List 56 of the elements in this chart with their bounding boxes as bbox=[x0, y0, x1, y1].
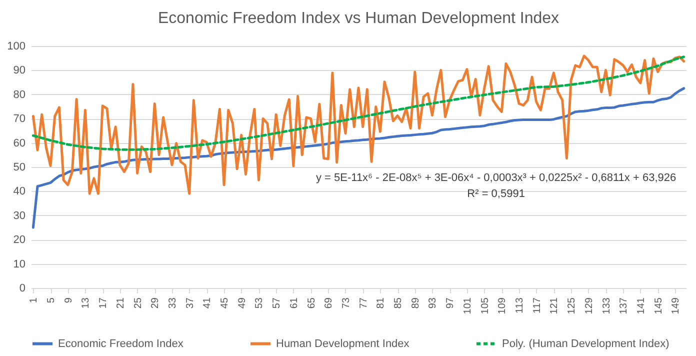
y-tick-label: 80 bbox=[13, 88, 26, 101]
x-tick-label: 37 bbox=[184, 297, 196, 309]
x-tick-label: 125 bbox=[566, 297, 578, 314]
y-tick-label: 0 bbox=[19, 282, 26, 294]
y-tick-label: 20 bbox=[13, 234, 26, 246]
x-tick-label: 121 bbox=[549, 297, 560, 314]
x-tick-label: 73 bbox=[340, 297, 352, 309]
x-tick-label: 69 bbox=[324, 297, 335, 309]
y-tick-label: 10 bbox=[13, 258, 26, 270]
x-tick-label: 101 bbox=[462, 297, 474, 314]
x-tick-label: 65 bbox=[306, 297, 318, 309]
legend-label: Economic Freedom Index bbox=[58, 338, 184, 350]
x-tick-label: 21 bbox=[115, 297, 126, 309]
y-tick-label: 70 bbox=[13, 113, 26, 126]
x-tick-label: 81 bbox=[376, 297, 387, 309]
y-tick-label: 40 bbox=[13, 186, 26, 198]
x-tick-label: 105 bbox=[480, 297, 491, 314]
x-tick-label: 93 bbox=[428, 297, 439, 309]
x-tick-label: 77 bbox=[358, 297, 370, 309]
x-tick-label: 17 bbox=[98, 297, 110, 309]
x-tick-label: 113 bbox=[514, 297, 526, 314]
x-tick-label: 53 bbox=[254, 297, 266, 309]
line-series bbox=[32, 56, 686, 151]
x-tick-label: 145 bbox=[653, 297, 664, 314]
annotation: R² = 0,5991 bbox=[467, 188, 525, 200]
x-tick-label: 89 bbox=[410, 297, 422, 309]
x-tick-label: 141 bbox=[636, 297, 647, 314]
x-tick-label: 13 bbox=[80, 297, 92, 309]
x-tick-label: 117 bbox=[532, 297, 543, 314]
y-tick-label: 30 bbox=[13, 210, 26, 222]
x-tick-label: 25 bbox=[132, 297, 144, 309]
x-tick-label: 33 bbox=[167, 297, 178, 309]
x-tick-label: 97 bbox=[445, 297, 456, 309]
x-tick-label: 49 bbox=[236, 297, 248, 309]
annotation: y = 5E-11x⁶ - 2E-08x⁵ + 3E-06x⁴ - 0,0003x³ + 0,0225x² - 0,6811x + 63,926 bbox=[316, 172, 676, 184]
x-tick-label: 1 bbox=[28, 297, 40, 304]
x-tick-label: 57 bbox=[272, 297, 283, 309]
x-tick-label: 149 bbox=[670, 297, 682, 314]
x-tick-label: 41 bbox=[202, 297, 214, 309]
x-tick-label: 85 bbox=[393, 297, 404, 309]
y-tick-label: 50 bbox=[13, 162, 26, 174]
x-tick-label: 45 bbox=[220, 297, 231, 309]
x-tick-label: 61 bbox=[288, 297, 300, 309]
x-tick-label: 109 bbox=[497, 297, 508, 314]
x-tick-label: 133 bbox=[601, 297, 612, 314]
chart-title: Economic Freedom Index vs Human Development Index bbox=[158, 10, 560, 27]
y-tick-label: 60 bbox=[13, 137, 26, 150]
legend-label: Poly. (Human Development Index) bbox=[502, 338, 670, 350]
x-tick-label: 9 bbox=[63, 297, 74, 304]
x-tick-label: 5 bbox=[46, 297, 58, 304]
legend-label: Human Development Index bbox=[276, 338, 410, 350]
x-tick-label: 137 bbox=[618, 297, 630, 314]
y-tick-label: 100 bbox=[7, 40, 26, 52]
x-tick-label: 29 bbox=[150, 297, 162, 309]
x-tick-label: 129 bbox=[584, 297, 595, 314]
y-tick-label: 90 bbox=[13, 64, 26, 77]
